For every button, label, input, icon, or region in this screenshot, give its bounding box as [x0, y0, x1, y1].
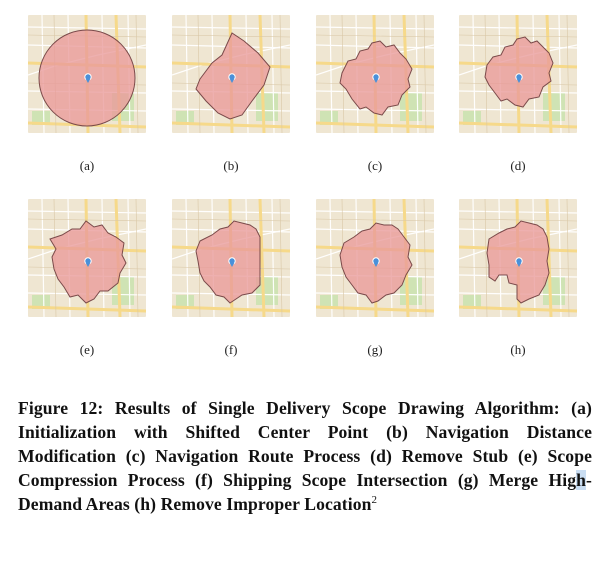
caption-highlight[interactable]: h — [576, 470, 587, 490]
panel-label-d: (d) — [510, 158, 526, 173]
panel-label-g: (g) — [367, 342, 383, 357]
panel-label-b: (b) — [223, 158, 239, 173]
map-panel-g — [316, 199, 434, 317]
panel-label-h: (h) — [510, 342, 526, 357]
map-panel-b — [172, 15, 290, 133]
caption-text-2: -Demand Areas (h) Remove Improper Locati… — [18, 470, 592, 514]
panel-label-e: (e) — [79, 342, 95, 357]
map-panel-a — [28, 15, 146, 133]
panel-label-c: (c) — [367, 158, 383, 173]
map-panel-h — [459, 199, 577, 317]
map-panel-f — [172, 199, 290, 317]
figure-caption: Figure 12: Results of Single Delivery Sc… — [18, 396, 592, 516]
caption-footnote-marker[interactable]: 2 — [371, 494, 378, 507]
caption-text-1: Figure 12: Results of Single Delivery Sc… — [18, 398, 592, 490]
panel-label-f: (f) — [224, 342, 238, 357]
map-panel-c — [316, 15, 434, 133]
map-panel-e — [28, 199, 146, 317]
map-panel-d — [459, 15, 577, 133]
panel-label-a: (a) — [79, 158, 95, 173]
